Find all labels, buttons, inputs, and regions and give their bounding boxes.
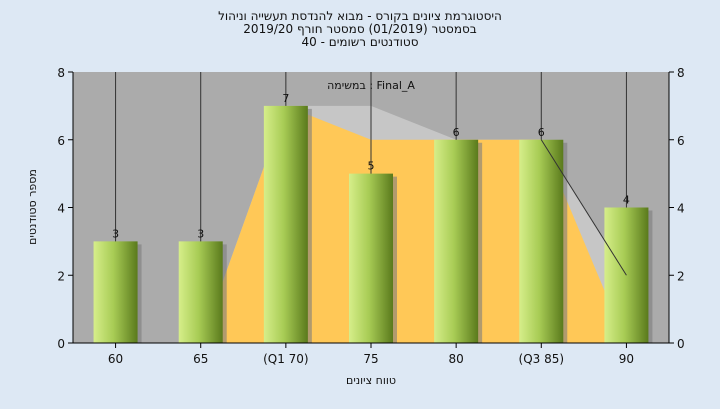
trend-line-path bbox=[540, 139, 627, 276]
bar bbox=[349, 173, 393, 343]
y-tick-label-right: 0 bbox=[677, 337, 685, 351]
x-tick-label: 65 bbox=[193, 352, 208, 366]
y-tick-label: 4 bbox=[57, 202, 65, 216]
data-label: 3 bbox=[197, 227, 204, 240]
y-tick-label: 0 bbox=[57, 337, 65, 351]
y-tick-label-right: 6 bbox=[677, 134, 685, 148]
bar bbox=[178, 241, 223, 343]
x-axis-ticks: 60 65 (Q1 70) 75 80 (Q3 85) 90 bbox=[108, 343, 634, 366]
task-label: במשימה : Final_A bbox=[327, 79, 415, 92]
data-label: 3 bbox=[112, 227, 119, 240]
chart-title-line-3: סטודנטים רשומים - 40 bbox=[301, 35, 418, 49]
y-tick-label: 2 bbox=[57, 269, 65, 283]
x-tick-label: (Q1 70) bbox=[263, 352, 309, 366]
bar bbox=[93, 241, 138, 343]
y-axis-title: מספר סטודנטים bbox=[26, 169, 39, 245]
x-axis-title: טווח ציונים bbox=[346, 374, 396, 387]
chart-title-line-1: היסטוגרמת ציונים בקורס - מבוא להנדסת תעש… bbox=[218, 9, 502, 23]
y-tick-label: 8 bbox=[57, 66, 65, 80]
bar bbox=[263, 105, 308, 343]
data-label: 6 bbox=[538, 126, 545, 139]
y-axis-right-ticks: 0 2 4 6 8 bbox=[669, 66, 685, 351]
chart-title-line-2: בסמסטר (01/2019) סמסטר חורף 2019/20 bbox=[243, 22, 476, 36]
chart-title: היסטוגרמת ציונים בקורס - מבוא להנדסת תעש… bbox=[218, 9, 502, 49]
trend-line bbox=[540, 139, 627, 276]
x-tick-label: (Q3 85) bbox=[519, 352, 565, 366]
data-label: 6 bbox=[453, 126, 460, 139]
y-tick-label: 6 bbox=[57, 134, 65, 148]
data-label: 4 bbox=[623, 194, 630, 207]
x-tick-label: 60 bbox=[108, 352, 123, 366]
data-label: 5 bbox=[368, 160, 375, 173]
bars bbox=[93, 105, 653, 343]
x-tick-label: 90 bbox=[619, 352, 634, 366]
y-tick-label-right: 2 bbox=[677, 269, 685, 283]
y-tick-label-right: 4 bbox=[677, 202, 685, 216]
data-label: 7 bbox=[282, 92, 289, 105]
x-tick-label: 80 bbox=[449, 352, 464, 366]
bar bbox=[519, 139, 564, 343]
data-labels: 3 3 7 5 6 6 4 bbox=[112, 92, 630, 241]
x-tick-label: 75 bbox=[363, 352, 378, 366]
y-axis-left-ticks: 0 2 4 6 8 bbox=[57, 66, 73, 351]
y-tick-label-right: 8 bbox=[677, 66, 685, 80]
bar bbox=[434, 139, 479, 343]
